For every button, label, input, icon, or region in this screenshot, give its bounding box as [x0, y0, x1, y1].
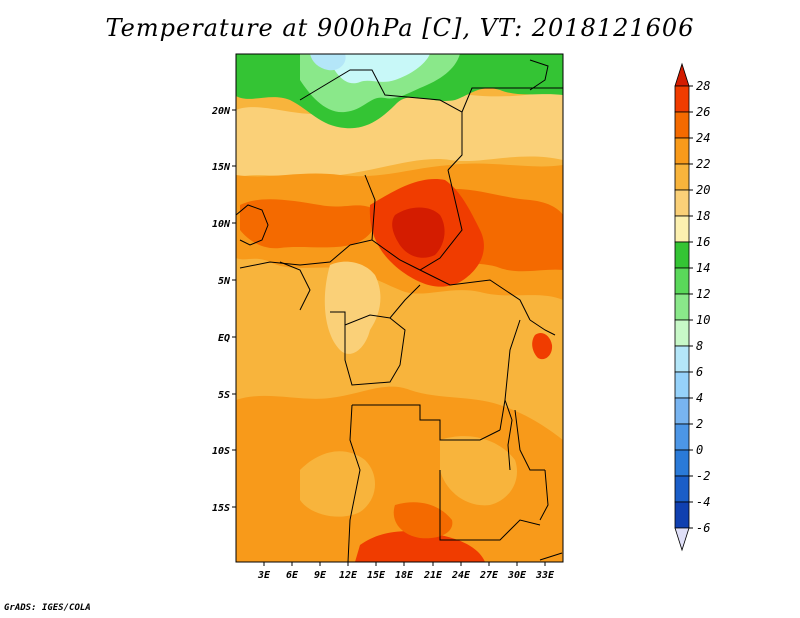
field-18-north	[236, 91, 563, 178]
field-22-south	[236, 386, 563, 562]
colorbar-label: 10	[696, 313, 710, 327]
lon-label: 33E	[535, 570, 555, 581]
lon-axis: 3E 6E 9E 12E 15E 18E 21E 24E 27E 30E 33E	[257, 562, 555, 581]
colorbar-swatch	[674, 501, 690, 529]
field-18-center	[324, 261, 381, 354]
map-frame	[235, 53, 564, 563]
colorbar-over-triangle	[674, 62, 690, 87]
country-borders	[236, 59, 563, 562]
field-26-lake	[532, 333, 553, 360]
colorbar-swatch	[674, 319, 690, 347]
lat-label: 20N	[211, 106, 231, 117]
lon-label: 12E	[339, 570, 358, 581]
lon-label: 30E	[507, 570, 527, 581]
colorbar-label: -6	[696, 521, 710, 535]
lon-label: 21E	[423, 570, 443, 581]
colorbar-swatch	[674, 397, 690, 425]
field-20-south	[300, 451, 376, 517]
field-28-core	[392, 207, 445, 258]
colorbar-label: 14	[696, 261, 710, 275]
field-blue-north	[310, 54, 346, 71]
colorbar-label: 28	[696, 79, 710, 93]
colorbar-swatch	[674, 163, 690, 191]
lat-label: 10N	[212, 219, 231, 230]
colorbar-label: -4	[696, 495, 710, 509]
lon-label: 6E	[286, 570, 299, 581]
lat-label: 5N	[218, 276, 231, 287]
colorbar-swatch	[674, 475, 690, 503]
colorbar-label: 22	[696, 157, 710, 171]
lat-label: 15S	[212, 503, 230, 514]
plot-title: Temperature at 900hPa [C], VT: 201812160…	[105, 14, 695, 42]
colorbar-label: 12	[696, 287, 710, 301]
colorbar-swatch	[674, 215, 690, 243]
map-panel	[236, 54, 563, 562]
lon-label: 27E	[479, 570, 499, 581]
lat-label: EQ	[218, 333, 230, 344]
colorbar-swatch	[674, 371, 690, 399]
colorbar-swatch	[674, 423, 690, 451]
colorbar-swatch	[674, 189, 690, 217]
lon-label: 18E	[395, 570, 414, 581]
colorbar-swatch	[674, 293, 690, 321]
lon-label: 3E	[257, 570, 271, 581]
colorbar-swatch	[674, 267, 690, 295]
colorbar-label: -2	[696, 469, 710, 483]
colorbar-label: 18	[696, 209, 710, 223]
colorbar-label: 24	[696, 131, 710, 145]
colorbar-swatch	[674, 85, 690, 113]
colorbar-label: 0	[696, 443, 703, 457]
colorbar-swatch	[674, 111, 690, 139]
field-20-east	[440, 436, 518, 506]
lon-label: 24E	[451, 570, 471, 581]
colorbar-swatch	[674, 137, 690, 165]
lon-label: 9E	[314, 570, 327, 581]
colorbar-under-triangle	[674, 527, 690, 552]
colorbar-label: 26	[696, 105, 710, 119]
colorbar-label: 4	[696, 391, 703, 405]
field-24-west	[240, 199, 377, 249]
field-24-south	[393, 502, 453, 539]
colorbar-swatch	[674, 345, 690, 373]
grads-credit: GrADS: IGES/COLA	[4, 603, 91, 613]
colorbar-swatch	[674, 449, 690, 477]
colorbar-label: 8	[696, 339, 703, 353]
field-cyan-north	[330, 54, 430, 84]
colorbar-label: 6	[696, 365, 703, 379]
lat-label: 10S	[212, 446, 230, 457]
colorbar-swatch	[674, 241, 690, 269]
lon-label: 15E	[367, 570, 386, 581]
lat-label: 5S	[218, 390, 230, 401]
lat-label: 15N	[212, 162, 231, 173]
colorbar-label: 2	[696, 417, 703, 431]
field-26-south	[355, 531, 485, 562]
colorbar-label: 20	[696, 183, 710, 197]
colorbar-label: 16	[696, 235, 710, 249]
lat-axis: 20N 15N 10N 5N EQ 5S 10S 15S	[211, 106, 236, 514]
